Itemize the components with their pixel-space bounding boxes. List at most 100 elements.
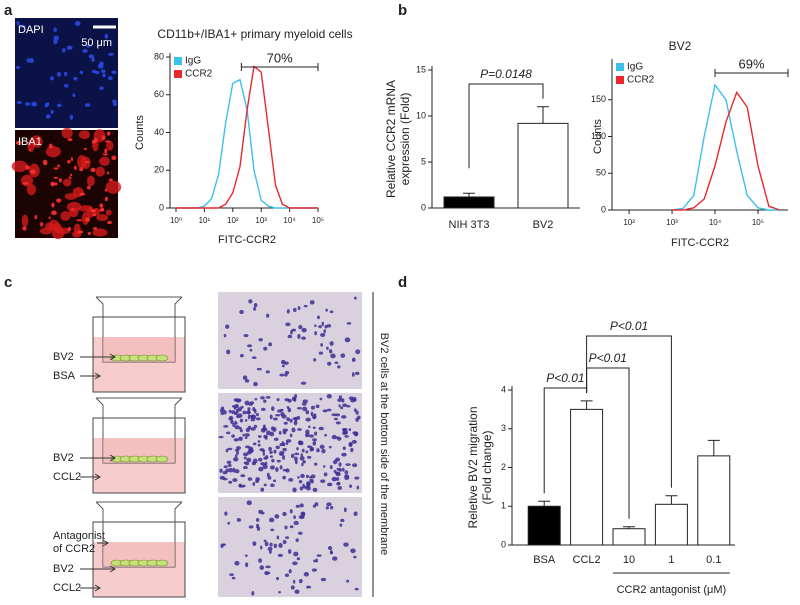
cell-dot: [309, 447, 313, 452]
cell-dot: [294, 452, 300, 456]
cell-dot: [238, 436, 243, 441]
cell-dot: [294, 589, 300, 594]
y-axis-label: Relative CCR2 mRNA: [384, 80, 398, 198]
cell-dot: [25, 165, 30, 170]
cell-dot: [250, 418, 256, 422]
cell-dot: [297, 476, 300, 479]
y-tick-label: 20: [154, 165, 164, 175]
cell-dot: [297, 428, 302, 431]
cell-dot: [333, 469, 337, 473]
cell-dot: [263, 399, 267, 403]
cell-dot: [245, 411, 251, 414]
cell-dot: [307, 455, 312, 459]
cell-dot: [283, 421, 288, 425]
cell-dot: [322, 465, 326, 468]
cell-dot: [106, 171, 110, 175]
cell-dot: [220, 411, 225, 416]
cell-dot: [282, 539, 287, 545]
cell-dot: [330, 505, 334, 510]
cell-dot: [234, 422, 238, 425]
bar: [697, 455, 731, 546]
cell-dot: [348, 442, 353, 447]
cell-dot: [239, 309, 244, 315]
arrow: [80, 353, 116, 361]
cell-dot: [268, 342, 272, 347]
cell-dot: [275, 413, 281, 417]
cell-dot: [353, 296, 357, 300]
y-tick-label: 10: [416, 110, 426, 120]
cell-dot: [299, 486, 304, 491]
cell-dot: [289, 525, 294, 529]
cell-dot: [315, 558, 318, 563]
cell-dot: [293, 515, 296, 519]
cell-dot: [282, 447, 287, 452]
gate: [240, 63, 319, 71]
cell-dot: [293, 551, 299, 557]
cell-dot: [266, 313, 270, 318]
cell-dot: [26, 183, 37, 196]
cell-dot: [303, 571, 310, 577]
cell-dot: [298, 324, 303, 330]
cell-dot: [242, 484, 246, 488]
cell-dot: [269, 465, 275, 470]
cell-dot: [243, 456, 247, 460]
legend-label: IgG: [627, 62, 643, 73]
cell-dot: [72, 93, 76, 98]
cell-dot: [227, 464, 232, 467]
bar: [527, 505, 561, 546]
cell-dot: [305, 450, 309, 454]
cell-dot: [305, 585, 312, 589]
cell-dot: [61, 47, 66, 53]
cell-dot: [270, 426, 276, 431]
arrow: [97, 539, 109, 547]
cell-dot: [260, 396, 265, 400]
cell-dot: [247, 344, 253, 348]
cell-dot: [344, 337, 351, 343]
cell-dot: [276, 459, 281, 463]
cell-dot: [267, 546, 273, 551]
cell-dot: [242, 452, 249, 457]
cell-dot: [101, 135, 106, 141]
cell-dot: [335, 421, 341, 425]
cell-dot: [45, 145, 61, 158]
cell-dot: [90, 167, 96, 173]
cell-dot: [329, 465, 333, 470]
cell-dot: [57, 103, 62, 108]
cell-dot: [327, 361, 332, 366]
cell-dot: [244, 419, 248, 422]
cell-dot: [223, 425, 229, 428]
bar: [654, 503, 688, 546]
cell-dot: [68, 176, 72, 179]
cell-dot: [86, 175, 95, 187]
cell-dot: [48, 143, 53, 149]
cell-dot: [34, 214, 38, 220]
cell-dot: [302, 460, 306, 463]
y-axis-label: (Fold change): [480, 430, 494, 504]
cell-dot: [112, 99, 117, 104]
cell-dot: [227, 521, 231, 525]
cell-dot: [259, 565, 265, 570]
cell-dot: [243, 466, 248, 470]
cell-dot: [265, 430, 271, 436]
cell-dot: [344, 435, 349, 438]
cell-dot: [320, 577, 327, 582]
legend-label: CCR2: [627, 75, 655, 86]
cell-dot: [290, 453, 295, 459]
cell-dot: [312, 414, 317, 419]
cell-dot: [326, 324, 332, 328]
cell-dot: [95, 166, 105, 177]
cell-dot: [350, 447, 354, 453]
cell-dot: [63, 71, 68, 77]
micrograph: [218, 497, 362, 597]
cell-dot: [60, 211, 71, 221]
error-bar: [538, 500, 551, 507]
cell-dot: [305, 486, 311, 491]
cell-dot: [255, 413, 260, 417]
cell-dot: [73, 223, 81, 236]
legend-swatch: [174, 57, 182, 65]
cell-dot: [246, 457, 252, 463]
x-tick-label: 10¹: [199, 216, 211, 225]
cell-dot: [280, 411, 285, 417]
y-axis-label: Counts: [134, 115, 146, 150]
